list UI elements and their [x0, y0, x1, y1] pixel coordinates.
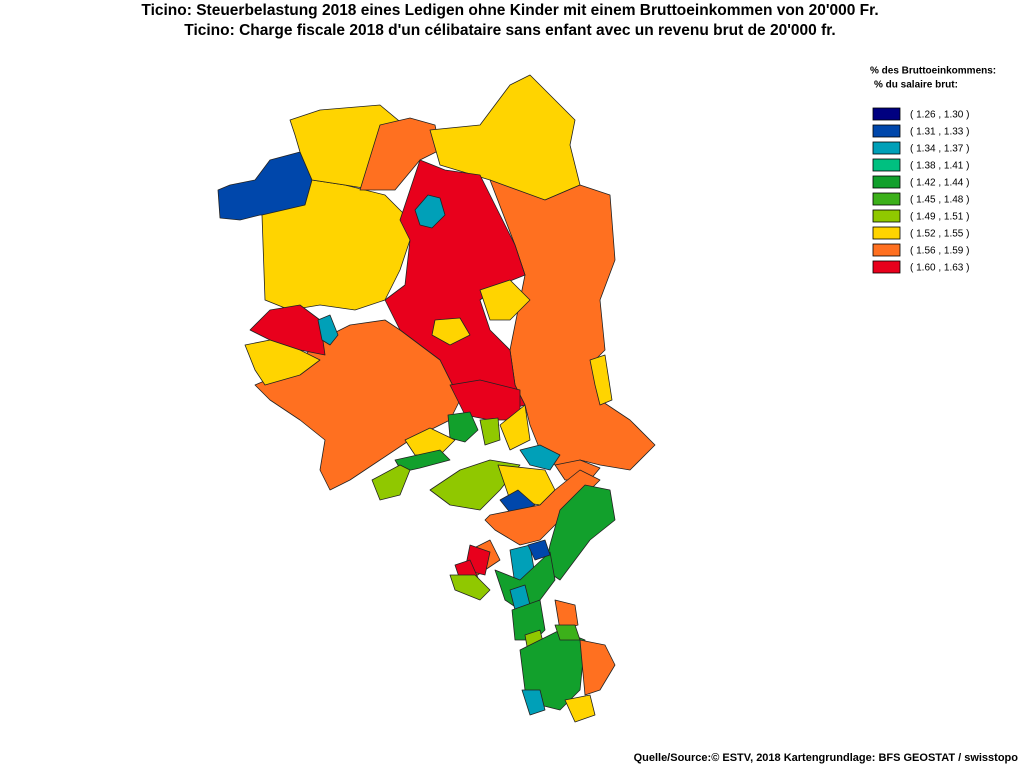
- title: Ticino: Steuerbelastung 2018 eines Ledig…: [141, 2, 878, 19]
- legend-label: ( 1.38 , 1.41 ): [910, 161, 969, 172]
- municipality: [371, 464, 411, 501]
- municipality: [579, 639, 616, 696]
- legend: ( 1.26 , 1.30 ) ( 1.31 , 1.33 ) ( 1.34 , 1…: [872, 107, 969, 274]
- municipality: [479, 417, 501, 446]
- municipality: [499, 404, 531, 451]
- municipality: [479, 279, 531, 321]
- legend-label: ( 1.26 , 1.30 ): [910, 110, 969, 121]
- legend-swatch: [872, 175, 901, 189]
- legend-swatch: [872, 124, 901, 138]
- legend-label: ( 1.34 , 1.37 ): [910, 144, 969, 155]
- municipality: [494, 551, 556, 611]
- municipality: [564, 694, 596, 723]
- municipality: [521, 689, 546, 716]
- legend-label: ( 1.42 , 1.44 ): [910, 178, 969, 189]
- municipality: [589, 354, 613, 406]
- municipality: [527, 539, 551, 561]
- legend-label: ( 1.31 , 1.33 ): [910, 127, 969, 138]
- legend-swatch: [872, 158, 901, 172]
- municipality: [554, 599, 579, 631]
- legend-swatch: [872, 107, 901, 121]
- legend-label: ( 1.45 , 1.48 ): [910, 195, 969, 206]
- legend-swatch: [872, 141, 901, 155]
- legend-swatch: [872, 243, 901, 257]
- legend-label: ( 1.49 , 1.51 ): [910, 212, 969, 223]
- legend-swatch: [872, 192, 901, 206]
- municipality: [414, 194, 446, 229]
- legend-subtitle: % du salaire brut:: [874, 80, 958, 91]
- legend-label: ( 1.60 , 1.63 ): [910, 263, 969, 274]
- municipality: [359, 117, 441, 191]
- municipality: [447, 411, 479, 443]
- legend-swatch: [872, 260, 901, 274]
- legend-swatch: [872, 209, 901, 223]
- municipality: [244, 339, 321, 386]
- legend-label: ( 1.56 , 1.59 ): [910, 246, 969, 257]
- subtitle: Ticino: Charge fiscale 2018 d'un célibat…: [184, 22, 835, 39]
- municipality: [519, 444, 561, 471]
- municipality: [431, 317, 471, 346]
- map: [217, 74, 656, 723]
- municipality: [489, 179, 656, 471]
- municipality: [449, 574, 491, 601]
- municipality: [404, 427, 456, 456]
- source: Quelle/Source:© ESTV, 2018 Kartengrundla…: [634, 752, 1019, 764]
- municipality: [317, 314, 339, 346]
- legend-label: ( 1.52 , 1.55 ): [910, 229, 969, 240]
- legend-title: % des Bruttoeinkommens:: [870, 66, 996, 77]
- legend-swatch: [872, 226, 901, 240]
